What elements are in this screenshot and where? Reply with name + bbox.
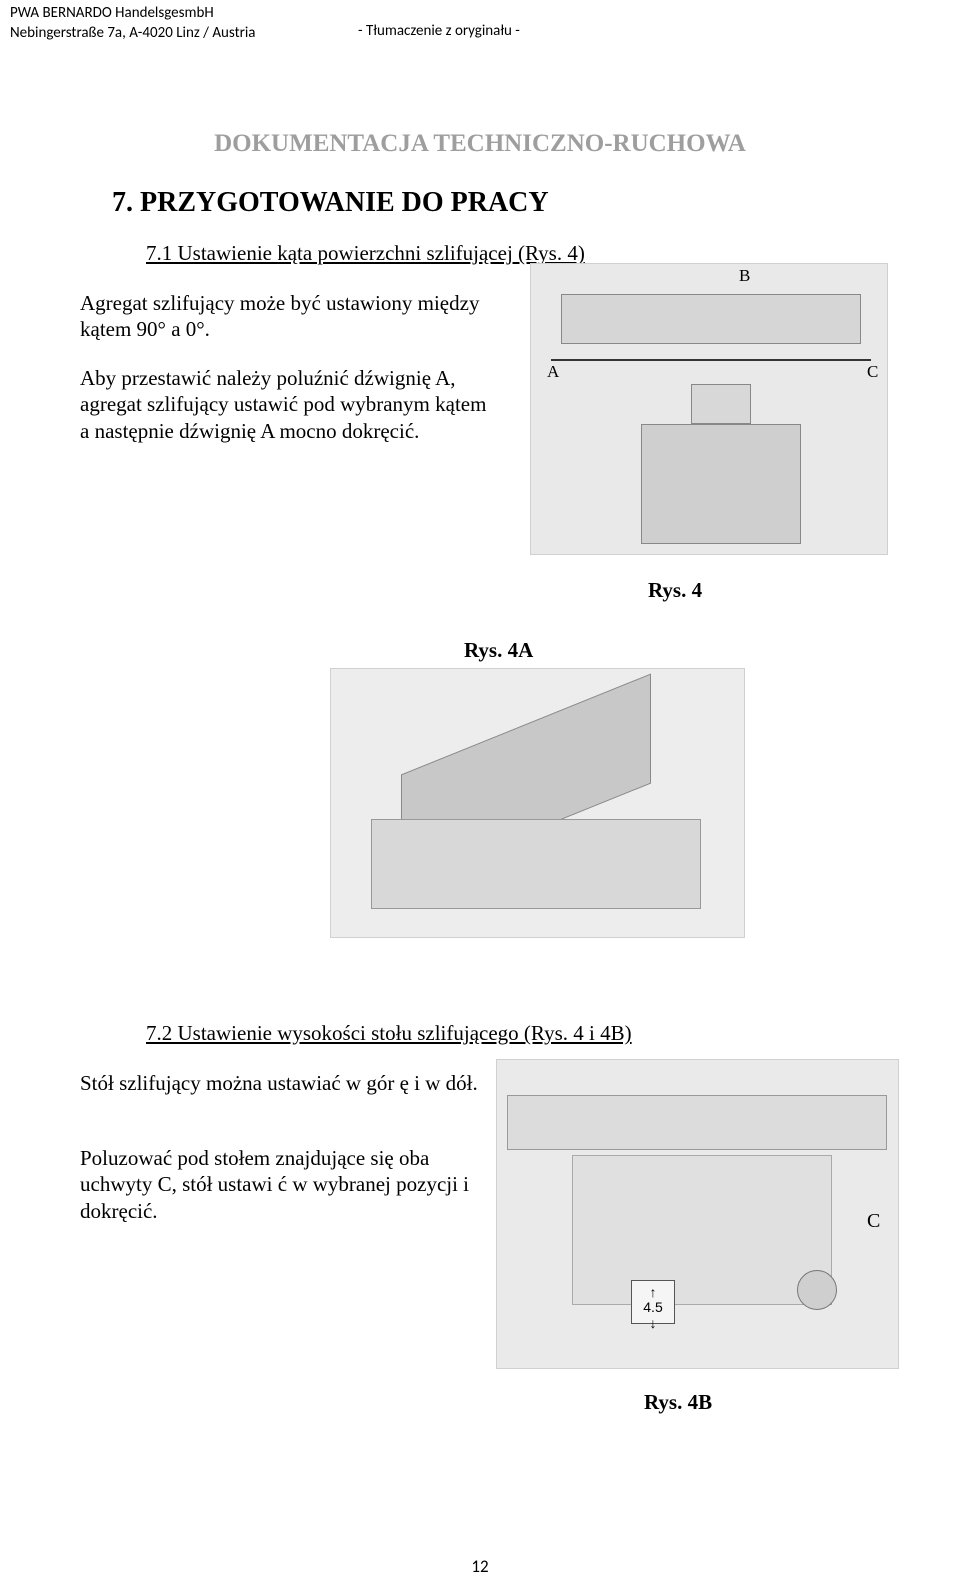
arrow-indicator: ↑4.5↓ (631, 1280, 675, 1324)
figure-4a-image (330, 668, 745, 938)
machine-base (641, 424, 801, 544)
figure-4-image: A B C (530, 263, 888, 555)
company-name: PWA BERNARDO HandelsgesmbH (10, 4, 255, 24)
machine-arm (561, 294, 861, 344)
figure-4: A B C (530, 263, 888, 555)
label-c-4b: C (867, 1210, 880, 1233)
figure-4a-caption: Rys. 4A (464, 638, 533, 663)
paragraph-table-updown: Stół szlifujący można ustawiać w gór ę i… (80, 1070, 480, 1096)
translation-note: - Tłumaczenie z oryginału - (358, 22, 520, 40)
page-header: PWA BERNARDO HandelsgesmbH Nebingerstraß… (10, 4, 255, 43)
subsection-7-1: 7.1 Ustawienie kąta powierzchni szlifują… (146, 241, 585, 266)
document-title: DOKUMENTACJA TECHNICZNO-RUCHOWA (0, 130, 960, 158)
paragraph-handles-c: Poluzować pod stołem znajdujące się oba … (80, 1145, 480, 1224)
label-a: A (547, 362, 559, 382)
figure-4b-image: ↑4.5↓ C (496, 1059, 899, 1369)
paragraph-angle-range: Agregat szlifujący może być ustawiony mi… (80, 290, 480, 343)
figure-4b: ↑4.5↓ C (496, 1059, 899, 1369)
subsection-7-2: 7.2 Ustawienie wysokości stołu szlifując… (146, 1021, 632, 1046)
company-address: Nebingerstraße 7a, A-4020 Linz / Austria (10, 24, 255, 44)
machine-column (691, 384, 751, 424)
machine-rod (551, 359, 871, 361)
top-bar (507, 1095, 887, 1150)
figure-4b-caption: Rys. 4B (644, 1390, 712, 1415)
page-number: 12 (0, 1556, 960, 1577)
adjust-knob (797, 1270, 837, 1310)
figure-4a (330, 668, 745, 938)
arrow-value: 4.5 (643, 1299, 662, 1315)
label-b: B (739, 266, 750, 286)
machine-body (572, 1155, 832, 1305)
paragraph-lever-a: Aby przestawić należy poluźnić dźwignię … (80, 365, 500, 444)
table-base (371, 819, 701, 909)
label-c: C (867, 362, 878, 382)
figure-4-caption: Rys. 4 (648, 578, 702, 603)
section-7-heading: 7. PRZYGOTOWANIE DO PRACY (112, 187, 549, 219)
